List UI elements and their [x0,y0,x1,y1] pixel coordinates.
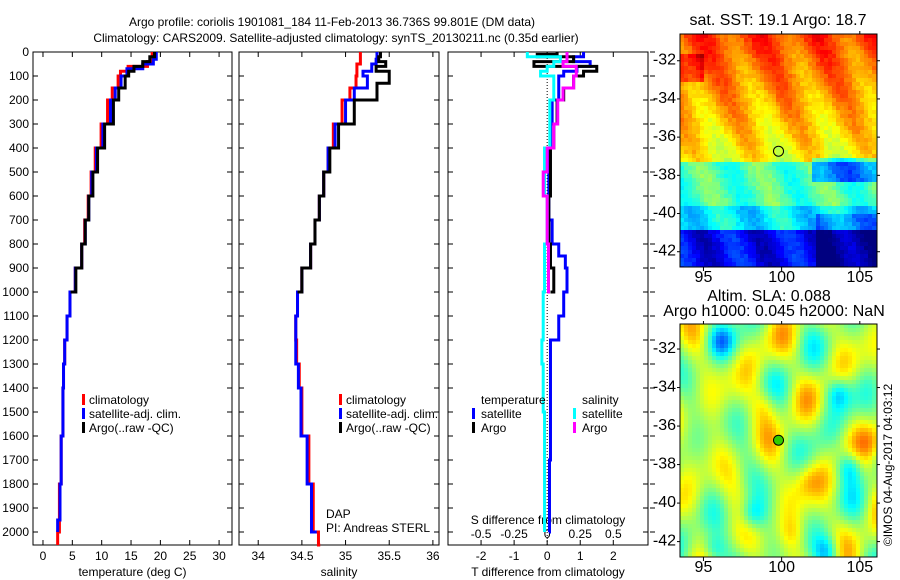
x-tick-label: -2 [476,549,487,563]
legend-label: Argo(..raw -QC) [346,421,431,435]
y-tick-label: 500 [9,165,29,179]
y-tick-label: 1300 [2,357,29,371]
x-tick-label: -1 [509,549,520,563]
temperature-panel: 0100200300400500600700800900100011001200… [2,45,233,579]
y-tick-label: 1600 [2,429,29,443]
y-tick-label: 800 [9,237,29,251]
x-tick-label: 36 [426,549,440,563]
legend-swatch [82,394,85,405]
x2-tick-label: -0.5 [471,527,492,541]
y-tick-label: 1700 [2,453,29,467]
y-tick-label: 100 [9,69,29,83]
legend-swatch [573,422,576,433]
y-tick-label: 400 [9,141,29,155]
y-tick-label: 300 [9,117,29,131]
legend-label: climatology [346,393,406,407]
legend-swatch [339,422,342,433]
y-tick-label: 1200 [2,333,29,347]
y-tick-label: 1000 [2,285,29,299]
difference-panel: -2 -1 0 1 2 T difference from climatology -0.5… [447,51,655,579]
x-tick-label: 34 [252,549,266,563]
x-tick-label: 30 [212,549,226,563]
legend-label: satellite [481,407,522,421]
x2-tick-label: 0.5 [605,527,622,541]
x-tick-label: 5 [69,549,76,563]
legend-swatch [472,408,475,419]
series-line-s-argo [541,52,578,294]
legend-swatch [82,422,85,433]
y-tick-label: 1900 [2,501,29,515]
x-tick-label: 35.5 [378,549,402,563]
x-axis-label: T difference from climatology [471,565,625,579]
copyright-label: ©IMOS 04-Aug-2017 04:03:12 [881,384,895,547]
series-line-satellite-adj-clim- [294,52,379,534]
temperature-axes-frame [32,51,233,546]
x-tick-label: 0 [544,549,551,563]
legend-label: satellite-adj. clim. [346,407,438,421]
x-tick-label: 0 [40,549,47,563]
legend-label: Argo [582,421,608,435]
x-axis-label: temperature (deg C) [78,565,186,579]
series-line-climatology [294,52,362,547]
legend-label: satellite-adj. clim. [89,407,181,421]
x2-tick-label: 0.25 [569,527,593,541]
series-line-argo-raw-qc- [70,52,157,294]
plot-layer: 0100200300400500600700800900100011001200… [2,45,655,579]
legend-swatch [472,422,475,433]
figure-title-line1: Argo profile: coriolis 1901081_184 11-Fe… [129,15,535,29]
x-tick-label: 15 [124,549,138,563]
y-tick-label: 2000 [2,525,29,539]
x-tick-label: 1 [577,549,584,563]
legend-swatch [82,408,85,419]
y-tick-label: 1800 [2,477,29,491]
legend-swatch [339,408,342,419]
series-line-argo-raw-qc- [297,52,391,294]
x-tick-label: 35 [339,549,353,563]
x-tick-label: 2 [610,549,617,563]
legend-heading-salinity: salinity [582,393,619,407]
dap-label: DAP [326,507,351,521]
x-tick-label: 25 [183,549,197,563]
legend-label: Argo(..raw -QC) [89,421,174,435]
x-tick-label: 10 [95,549,109,563]
y-tick-label: 600 [9,189,29,203]
y-tick-label: 900 [9,261,29,275]
legend-label: Argo [481,421,507,435]
y-tick-label: 700 [9,213,29,227]
y-tick-label: 1500 [2,405,29,419]
legend-swatch [339,394,342,405]
y-tick-label: 200 [9,93,29,107]
y-tick-label: 0 [22,45,29,59]
x2-tick-label: -0.25 [500,527,528,541]
legend-heading-temperature: temperature [481,393,546,407]
sla-map-image [680,324,877,557]
difference-axes-frame [447,51,649,546]
legend-swatch [573,408,576,419]
sst-map-image [680,34,877,267]
salinity-axes-frame [238,51,440,546]
y-tick-label: 1400 [2,381,29,395]
legend-label: climatology [89,393,149,407]
salinity-panel: 34 34.5 35 35.5 36 salinity climatologysatelli… [238,51,440,579]
legend-label: satellite [582,407,623,421]
pi-label: PI: Andreas STERL [326,521,430,535]
y-tick-label: 1100 [3,309,29,323]
figure-title-line2: Climatology: CARS2009. Satellite-adjuste… [93,31,578,45]
x-tick-label: 34.5 [290,549,314,563]
x-tick-label: 20 [154,549,168,563]
x-axis-label: salinity [321,565,358,579]
x2-tick-label: 0 [544,527,551,541]
